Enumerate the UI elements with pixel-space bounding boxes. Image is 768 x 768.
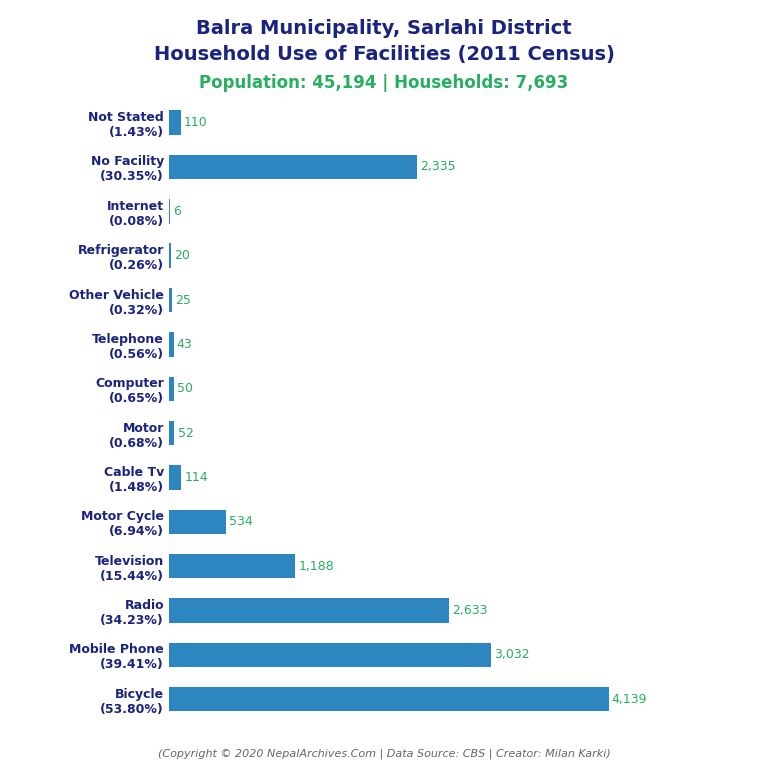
Bar bbox=[169, 421, 174, 445]
Bar bbox=[169, 598, 449, 623]
Text: 50: 50 bbox=[177, 382, 194, 396]
Bar bbox=[169, 243, 171, 268]
Text: 25: 25 bbox=[175, 293, 190, 306]
Text: 43: 43 bbox=[177, 338, 193, 351]
Text: (Copyright © 2020 NepalArchives.Com | Data Source: CBS | Creator: Milan Karki): (Copyright © 2020 NepalArchives.Com | Da… bbox=[157, 748, 611, 759]
Text: 114: 114 bbox=[184, 471, 208, 484]
Text: 2,633: 2,633 bbox=[452, 604, 488, 617]
Text: 6: 6 bbox=[173, 205, 180, 218]
Text: 3,032: 3,032 bbox=[494, 648, 530, 661]
Bar bbox=[169, 332, 174, 356]
Bar bbox=[169, 376, 174, 401]
Bar bbox=[169, 288, 171, 313]
Text: 534: 534 bbox=[229, 515, 253, 528]
Text: Household Use of Facilities (2011 Census): Household Use of Facilities (2011 Census… bbox=[154, 45, 614, 64]
Text: Balra Municipality, Sarlahi District: Balra Municipality, Sarlahi District bbox=[196, 19, 572, 38]
Text: 4,139: 4,139 bbox=[612, 693, 647, 706]
Text: Population: 45,194 | Households: 7,693: Population: 45,194 | Households: 7,693 bbox=[200, 74, 568, 92]
Text: 1,188: 1,188 bbox=[298, 560, 334, 573]
Bar bbox=[169, 465, 181, 490]
Bar bbox=[169, 554, 295, 578]
Bar bbox=[169, 155, 417, 179]
Bar bbox=[169, 643, 491, 667]
Text: 52: 52 bbox=[177, 426, 194, 439]
Text: 2,335: 2,335 bbox=[420, 161, 455, 174]
Bar bbox=[169, 687, 608, 711]
Text: 20: 20 bbox=[174, 249, 190, 262]
Text: 110: 110 bbox=[184, 116, 207, 129]
Bar bbox=[169, 509, 226, 534]
Bar bbox=[169, 111, 180, 135]
